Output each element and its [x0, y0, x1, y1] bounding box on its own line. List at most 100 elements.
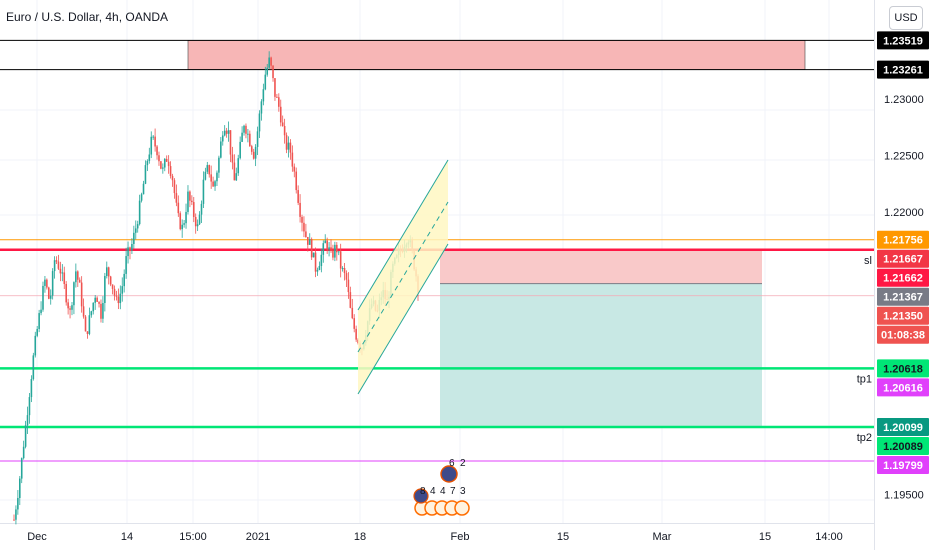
event-count: 4	[430, 486, 436, 497]
candle-body	[196, 224, 199, 227]
event-icon	[440, 465, 458, 483]
candle-body	[283, 126, 286, 136]
candle-body	[78, 279, 81, 283]
candle-body	[36, 328, 38, 336]
candle-body	[30, 379, 33, 398]
candle-body	[82, 306, 85, 317]
candle-body	[297, 190, 299, 203]
candle-body	[258, 113, 261, 132]
candle-body	[314, 252, 317, 272]
candle-body	[233, 162, 236, 181]
candle-body	[287, 142, 290, 150]
candle-body	[208, 165, 211, 175]
price-label: 1.21662	[883, 273, 923, 285]
candle-body	[249, 133, 251, 147]
candle-body	[173, 180, 176, 194]
event-icon	[454, 500, 470, 516]
candle-body	[57, 261, 60, 269]
candle-body	[115, 295, 118, 297]
candle-body	[210, 174, 212, 182]
candle-body	[330, 247, 332, 251]
candle-body	[332, 250, 334, 258]
candle-body	[144, 165, 147, 184]
price-label-box	[877, 418, 929, 437]
price-label: 1.21350	[883, 311, 923, 323]
candle-body	[289, 142, 292, 153]
candle-body	[142, 183, 145, 195]
price-label: 01:08:38	[881, 330, 925, 342]
candle-body	[94, 297, 96, 303]
candle-body	[334, 244, 336, 258]
candle-body	[272, 65, 274, 79]
candle-body	[264, 74, 267, 90]
candle-body	[345, 273, 348, 280]
y-tick-label: 1.22000	[884, 207, 924, 219]
candle-body	[15, 509, 17, 520]
candle-body	[156, 146, 158, 156]
candle-body	[214, 181, 216, 187]
x-tick-label: 15:00	[179, 531, 207, 543]
candle-body	[131, 244, 133, 251]
candle-body	[107, 267, 110, 277]
candle-body	[185, 211, 187, 224]
price-label: 1.23261	[883, 65, 923, 77]
candle-body	[42, 285, 44, 310]
candle-body	[65, 284, 67, 303]
price-label-box	[877, 456, 929, 475]
x-tick-label: 14:00	[815, 531, 843, 543]
price-label-box	[877, 230, 929, 249]
candle-body	[121, 286, 124, 294]
candle-body	[136, 224, 139, 229]
candle-body	[308, 239, 311, 245]
candle-body	[198, 214, 201, 225]
candle-body	[67, 302, 69, 309]
take-profit-zone	[440, 283, 762, 428]
currency-button[interactable]: USD	[889, 6, 923, 30]
candle-body	[133, 232, 135, 245]
candle-body	[140, 194, 143, 201]
candle-body	[109, 276, 112, 285]
event-count: 6	[449, 458, 455, 469]
candle-body	[73, 282, 75, 306]
price-label: 1.20099	[883, 422, 923, 434]
candle-body	[237, 158, 240, 174]
candle-body	[337, 251, 340, 253]
candle-body	[138, 200, 141, 225]
candle-body	[191, 200, 193, 203]
candle-body	[212, 181, 214, 187]
candle-body	[38, 313, 40, 329]
candle-body	[299, 202, 301, 217]
candle-body	[189, 191, 191, 201]
candle-body	[310, 239, 313, 258]
price-label-box	[877, 268, 929, 287]
candle-body	[353, 318, 356, 329]
candle-body	[301, 216, 303, 223]
price-label-box	[877, 306, 929, 325]
price-label-box	[877, 437, 929, 456]
event-count: 8	[420, 486, 426, 497]
x-tick-label: Dec	[27, 531, 47, 543]
candle-body	[129, 247, 131, 251]
candle-body	[303, 222, 305, 232]
candle-body	[260, 101, 263, 114]
channel-lower-line	[357, 243, 449, 395]
candle-body	[92, 302, 95, 312]
candle-body	[200, 203, 203, 215]
price-label-box	[877, 378, 929, 397]
candle-body	[227, 130, 230, 134]
candle-body	[69, 308, 71, 310]
candle-body	[127, 247, 129, 257]
candle-body	[20, 458, 23, 479]
candle-body	[49, 295, 52, 299]
price-label-box	[877, 359, 929, 378]
price-label-box	[877, 60, 929, 79]
candle-body	[154, 136, 156, 147]
candle-body	[274, 78, 276, 97]
candle-body	[84, 316, 87, 332]
candle-body	[104, 276, 106, 304]
candle-body	[341, 268, 344, 270]
candle-body	[51, 271, 54, 296]
candle-body	[218, 157, 220, 173]
candle-body	[225, 130, 228, 134]
